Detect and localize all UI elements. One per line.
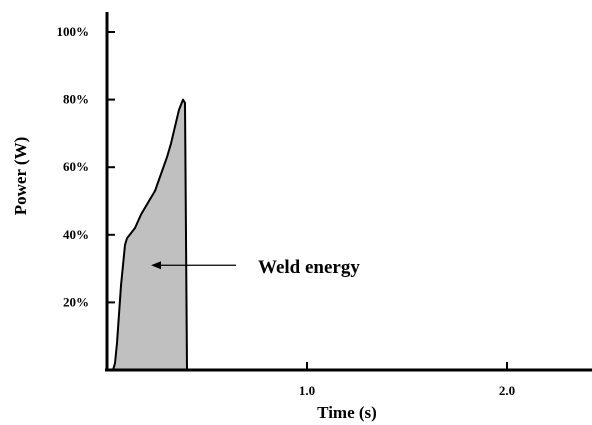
area-series — [112, 98, 188, 371]
y-tick-label: 60% — [63, 159, 89, 174]
x-axis-label: Time (s) — [317, 403, 377, 422]
y-tick-label: 100% — [57, 24, 90, 39]
annotation-arrowhead — [151, 261, 161, 270]
x-tick-label: 1.0 — [299, 383, 315, 398]
y-tick-label: 20% — [63, 294, 89, 309]
y-tick-label: 40% — [63, 227, 89, 242]
annotation: Weld energy — [151, 257, 360, 278]
y-tick-label: 80% — [63, 92, 89, 107]
x-tick-label: 2.0 — [499, 383, 515, 398]
series-layer — [112, 98, 188, 371]
annotation-label: Weld energy — [258, 257, 360, 278]
y-axis-ticks: 20% 40% 60% 80% 100% — [57, 24, 115, 309]
y-axis-label: Power (W) — [11, 137, 30, 216]
x-axis-ticks: 1.0 2.0 — [299, 362, 515, 398]
